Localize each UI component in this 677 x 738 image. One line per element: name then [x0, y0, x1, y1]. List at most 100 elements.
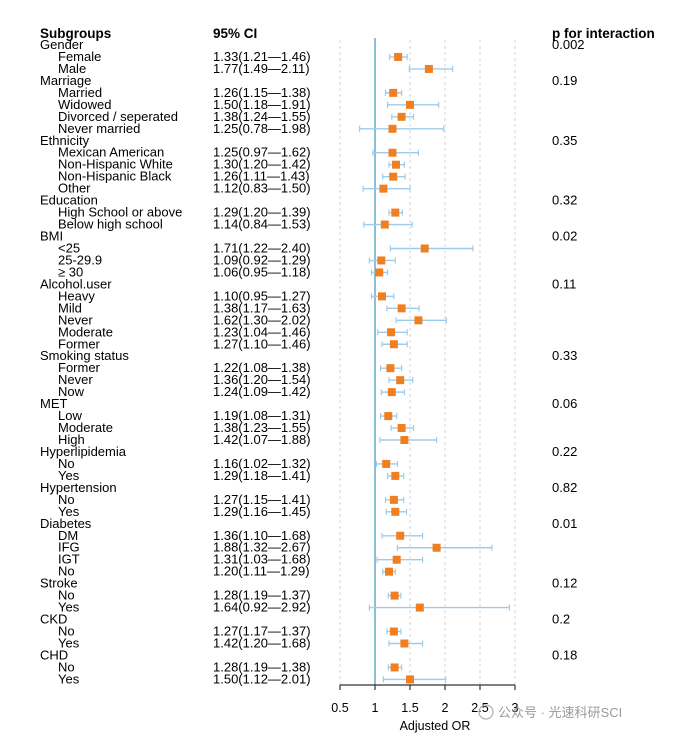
ci-text: 1.50(1.18—1.91) — [213, 97, 311, 112]
ci-text: 1.23(1.04—1.46) — [213, 324, 311, 339]
ci-text: 1.77(1.49—2.11) — [213, 61, 310, 76]
p-interaction: 0.19 — [552, 73, 577, 88]
ci-text: 1.29(1.18—1.41) — [213, 468, 311, 483]
group-label: Ethnicity — [40, 133, 90, 148]
group-label: Diabetes — [40, 516, 92, 531]
subgroup-label: Divorced / seperated — [58, 109, 178, 124]
header-subgroups: Subgroups — [40, 26, 111, 41]
ci-text: 1.19(1.08—1.31) — [213, 408, 311, 423]
ci-text: 1.31(1.03—1.68) — [213, 552, 311, 567]
ci-text: 1.20(1.11—1.29) — [213, 564, 310, 579]
p-interaction: 0.18 — [552, 647, 577, 662]
group-label: Marriage — [40, 73, 91, 88]
or-point — [406, 675, 414, 684]
or-point — [388, 148, 397, 157]
or-point — [384, 412, 393, 421]
ci-text: 1.28(1.19—1.37) — [213, 588, 311, 603]
p-interaction: 0.12 — [552, 576, 577, 591]
or-point — [397, 424, 406, 433]
or-point — [414, 316, 423, 325]
or-point — [397, 112, 406, 121]
p-interaction: 0.82 — [552, 480, 577, 495]
p-interaction: 0.32 — [552, 193, 577, 208]
or-point — [391, 471, 400, 480]
group-label: Hyperlipidemia — [40, 444, 127, 459]
subgroup-label: Former — [58, 336, 101, 351]
or-point — [380, 220, 389, 229]
subgroup-label: No — [58, 456, 75, 471]
or-point — [387, 388, 396, 397]
ci-text: 1.22(1.08—1.38) — [213, 360, 311, 375]
subgroup-label: Yes — [58, 504, 80, 519]
or-point — [400, 639, 409, 648]
ci-text: 1.33(1.21—1.46) — [213, 49, 311, 64]
subgroup-label: <25 — [58, 240, 80, 255]
ci-text: 1.71(1.22—2.40) — [213, 240, 311, 255]
group-label: Stroke — [40, 576, 78, 591]
or-point — [389, 495, 398, 504]
or-point — [382, 459, 391, 468]
ci-text: 1.50(1.12—2.01) — [213, 671, 311, 686]
group-label: CKD — [40, 612, 67, 627]
subgroup-label: Male — [58, 61, 86, 76]
subgroup-label: Never — [58, 372, 93, 387]
ci-text: 1.25(0.78—1.98) — [213, 121, 311, 136]
or-point — [391, 507, 400, 516]
or-point — [397, 304, 406, 313]
header-p: p for interaction — [552, 26, 655, 41]
or-point — [377, 256, 386, 265]
subgroup-label: Now — [58, 384, 85, 399]
subgroup-label: Married — [58, 85, 102, 100]
ci-text: 1.42(1.20—1.68) — [213, 636, 311, 651]
subgroup-label: High School or above — [58, 205, 182, 220]
subgroup-label: IFG — [58, 540, 80, 555]
or-point — [389, 172, 398, 181]
subgroup-label: High — [58, 432, 85, 447]
subgroup-label: Moderate — [58, 324, 113, 339]
row-labels: Gender 0.002 Female 1.33(1.21—1.46) Male 1.77… — [40, 37, 585, 686]
subgroup-label: Never married — [58, 121, 140, 136]
group-label: Education — [40, 193, 98, 208]
ci-text: 1.10(0.95—1.27) — [213, 288, 311, 303]
or-point — [386, 364, 395, 373]
subgroup-label: Low — [58, 408, 82, 423]
or-point — [387, 328, 396, 337]
subgroup-label: Heavy — [58, 288, 95, 303]
or-point — [390, 663, 399, 672]
x-tick-label: 3 — [512, 701, 519, 715]
ci-text: 1.27(1.10—1.46) — [213, 336, 311, 351]
or-point — [389, 88, 398, 97]
or-point — [432, 543, 441, 552]
p-interaction: 0.002 — [552, 37, 585, 52]
p-interaction: 0.06 — [552, 396, 577, 411]
p-interaction: 0.2 — [552, 612, 570, 627]
ci-text: 1.09(0.92—1.29) — [213, 252, 311, 267]
x-tick-label: 0.5 — [331, 701, 348, 715]
subgroup-label: Mexican American — [58, 145, 164, 160]
ci-text: 1.14(0.84—1.53) — [213, 217, 311, 232]
p-interaction: 0.01 — [552, 516, 577, 531]
group-label: MET — [40, 396, 68, 411]
or-point — [406, 100, 414, 109]
ci-text: 1.16(1.02—1.32) — [213, 456, 311, 471]
subgroup-label: No — [58, 659, 75, 674]
watermark: 公众号 · 光速科研SCI — [478, 704, 622, 720]
ci-text: 1.30(1.20—1.42) — [213, 157, 311, 172]
subgroup-label: Non-Hispanic Black — [58, 169, 172, 184]
ci-text: 1.64(0.92—2.92) — [213, 600, 311, 615]
or-point — [389, 340, 398, 349]
or-point — [389, 627, 398, 636]
x-tick-label: 1.5 — [401, 701, 418, 715]
ci-text: 1.12(0.83—1.50) — [213, 181, 311, 196]
or-point — [396, 376, 405, 385]
group-label: Gender — [40, 37, 84, 52]
subgroup-label: No — [58, 588, 75, 603]
p-interaction: 0.33 — [552, 348, 577, 363]
ci-text: 1.27(1.15—1.41) — [213, 492, 311, 507]
subgroup-label: Female — [58, 49, 101, 64]
x-tick-label: 2 — [442, 701, 449, 715]
p-interaction: 0.22 — [552, 444, 577, 459]
x-axis-label: Adjusted OR — [400, 719, 471, 733]
group-label: Alcohol.user — [40, 276, 112, 291]
subgroup-label: Mild — [58, 300, 82, 315]
